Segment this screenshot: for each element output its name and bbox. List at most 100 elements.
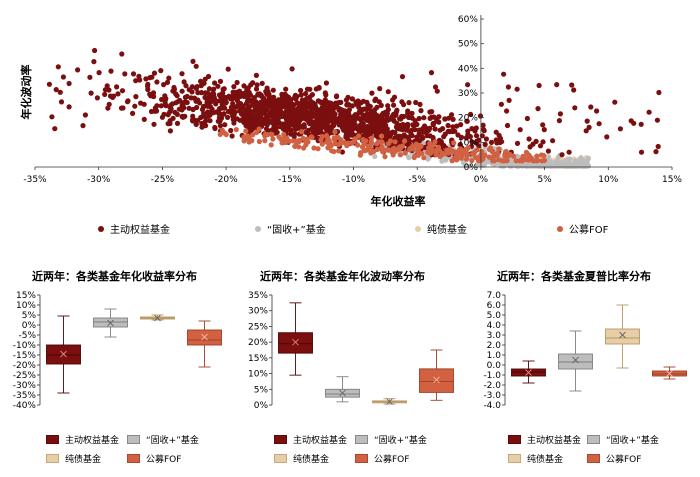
- scatter-point: [272, 100, 278, 106]
- scatter-point: [238, 104, 245, 110]
- scatter-point: [57, 89, 63, 95]
- scatter-point: [296, 137, 303, 144]
- scatter-point: [288, 128, 294, 134]
- scatter-point: [311, 145, 317, 151]
- scatter-point: [351, 118, 357, 124]
- legend-equity: 主动权益基金: [46, 433, 119, 446]
- scatter-point: [173, 100, 179, 106]
- scatter-point: [653, 149, 659, 155]
- scatter-point: [347, 117, 353, 123]
- scatter-point: [158, 68, 164, 74]
- box-3: [419, 349, 454, 401]
- scatter-point: [418, 108, 424, 114]
- scatter-point: [250, 132, 256, 138]
- box-iqr: [605, 328, 640, 345]
- scatter-point: [612, 99, 618, 105]
- scatter-point: [540, 122, 546, 128]
- scatter-point: [545, 154, 552, 160]
- box-y-tick-label: 1.0: [487, 351, 502, 361]
- box-y-tick-label: -20%: [13, 361, 37, 371]
- scatter-point: [537, 143, 544, 149]
- scatter-point: [88, 90, 94, 96]
- scatter-point: [367, 119, 373, 125]
- scatter-point: [323, 127, 330, 133]
- scatter-point: [228, 104, 234, 110]
- scatter-point: [367, 103, 373, 110]
- y-tick-label: 30%: [458, 89, 478, 99]
- box-y-tick-label: -40%: [13, 401, 37, 411]
- scatter-point: [362, 106, 368, 112]
- scatter-point: [638, 121, 644, 127]
- scatter-point: [190, 118, 196, 124]
- scatter-point: [317, 109, 323, 115]
- scatter-axes: -35% -30% -25% -20% -15% -10% -5% 0% 5% 10% 15% 0% 1…: [23, 15, 682, 185]
- scatter-point: [638, 149, 645, 155]
- scatter-point: [393, 112, 399, 118]
- box-mean-marker: [386, 398, 393, 405]
- scatter-point: [566, 158, 572, 164]
- scatter-point: [554, 82, 560, 88]
- scatter-point: [514, 86, 520, 92]
- box-y-tick-label: 0%: [22, 321, 37, 331]
- scatter-point: [316, 128, 322, 135]
- scatter-xlabel: 年化收益率: [371, 194, 426, 208]
- scatter-point: [210, 90, 216, 96]
- scatter-point: [342, 108, 348, 114]
- scatter-point: [102, 87, 108, 93]
- scatter-point: [66, 104, 72, 110]
- scatter-point: [225, 108, 232, 115]
- scatter-point: [244, 116, 251, 122]
- box-0: [46, 315, 81, 394]
- scatter-point: [265, 89, 271, 95]
- scatter-point: [286, 113, 292, 119]
- scatter-point: [292, 94, 298, 100]
- scatter-point: [325, 145, 331, 151]
- scatter-point: [125, 98, 131, 104]
- scatter-point: [358, 123, 365, 129]
- scatter-point: [281, 135, 288, 141]
- legend-pure-bond: 纯债基金: [508, 452, 563, 465]
- legend-label: 主动权益基金: [293, 436, 348, 446]
- scatter-point: [465, 128, 471, 134]
- scatter-chart: -35% -30% -25% -20% -15% -10% -5% 0% 5% 10% 15% 0% 1…: [19, 15, 682, 208]
- scatter-point: [320, 104, 326, 110]
- scatter-point: [342, 123, 348, 129]
- scatter-point: [594, 108, 600, 114]
- scatter-point: [46, 81, 53, 87]
- scatter-point: [349, 129, 355, 135]
- scatter-point: [523, 156, 529, 162]
- y-tick-label: 0%: [464, 163, 479, 173]
- pure-bond-marker: [415, 225, 421, 232]
- scatter-point: [304, 95, 310, 102]
- scatter-point: [193, 63, 199, 69]
- x-tick-label: -35%: [23, 175, 47, 185]
- scatter-point: [465, 82, 471, 88]
- box-1: [93, 308, 128, 338]
- scatter-point: [334, 116, 340, 122]
- scatter-point: [446, 115, 452, 121]
- scatter-point: [323, 133, 330, 139]
- scatter-point: [442, 116, 448, 122]
- scatter-point: [533, 138, 539, 144]
- scatter-point: [145, 83, 151, 89]
- scatter-point: [151, 70, 158, 76]
- scatter-point: [138, 100, 144, 106]
- scatter-point: [379, 139, 385, 145]
- scatter-point: [254, 129, 260, 136]
- scatter-point: [161, 82, 167, 88]
- scatter-point: [646, 109, 652, 115]
- scatter-point: [474, 138, 480, 145]
- scatter-point: [256, 138, 262, 145]
- scatter-point: [437, 153, 443, 160]
- box-y-tick-label: -25%: [13, 371, 37, 381]
- box-y-tick-label: -30%: [13, 381, 37, 391]
- scatter-point: [433, 152, 439, 158]
- scatter-point: [410, 143, 416, 149]
- scatter-point: [604, 134, 610, 140]
- scatter-point: [257, 105, 263, 111]
- scatter-point: [53, 87, 59, 93]
- legend-label: “固收+”基金: [374, 436, 427, 446]
- scatter-point: [94, 95, 100, 101]
- scatter-point: [358, 100, 364, 106]
- legend-label: 主动权益基金: [65, 436, 120, 446]
